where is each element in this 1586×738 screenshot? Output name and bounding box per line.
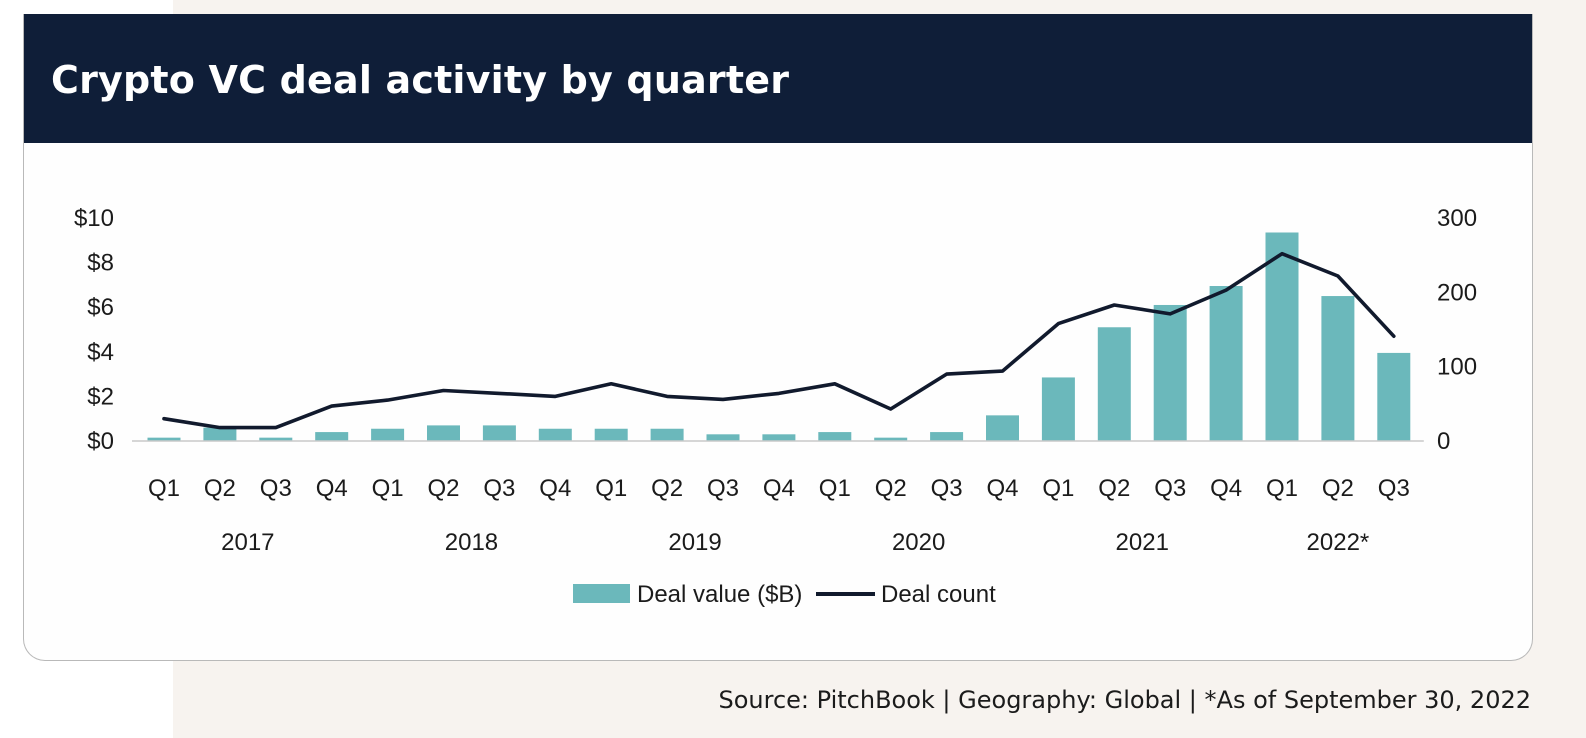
x-tick-label: Q1: [148, 475, 180, 502]
y-right-tick-label: 200: [1437, 279, 1477, 306]
source-note: Source: PitchBook | Geography: Global | …: [718, 686, 1532, 714]
bar-deal-value: [650, 428, 684, 441]
x-tick-label: Q2: [1322, 475, 1354, 502]
x-tick-label: Q2: [1098, 475, 1130, 502]
x-tick-label: Q3: [483, 475, 515, 502]
x-year-label: 2020: [892, 529, 945, 556]
y-left-tick-label: $8: [87, 250, 114, 277]
chart-card: Crypto VC deal activity by quarter $0 $2 $…: [23, 14, 1533, 661]
x-tick-label: Q1: [1042, 475, 1074, 502]
y-right-tick-label: 300: [1437, 205, 1477, 232]
bar-deal-value: [986, 415, 1019, 441]
x-tick-label: Q2: [427, 475, 459, 502]
chart-title: Crypto VC deal activity by quarter: [51, 58, 790, 102]
x-year-label: 2021: [1116, 529, 1169, 556]
bar-deal-value: [1209, 286, 1243, 441]
x-tick-label: Q3: [260, 475, 292, 502]
bar-deal-value: [930, 432, 964, 441]
bar-deal-value: [1041, 377, 1075, 441]
bar-deal-value: [1321, 296, 1355, 441]
bar-deal-value: [1377, 352, 1411, 441]
legend-label-deal-value: Deal value ($B): [637, 581, 802, 608]
x-tick-label: Q4: [539, 475, 571, 502]
x-tick-label: Q2: [875, 475, 907, 502]
bar-deal-value: [482, 425, 516, 441]
x-tick-label: Q2: [651, 475, 683, 502]
x-tick-label: Q1: [1266, 475, 1298, 502]
y-left-tick-label: $0: [87, 428, 114, 455]
bar-deal-value: [818, 432, 852, 441]
x-tick-label: Q1: [372, 475, 404, 502]
x-tick-label: Q2: [204, 475, 236, 502]
y-left-tick-label: $10: [74, 205, 114, 232]
x-tick-label: Q3: [1378, 475, 1410, 502]
x-tick-label: Q4: [316, 475, 348, 502]
x-year-label: 2022*: [1307, 529, 1370, 556]
bar-deal-value: [538, 428, 572, 441]
line-deal-count: [162, 251, 1396, 430]
x-tick-label: Q3: [707, 475, 739, 502]
bar-deal-value: [147, 437, 181, 441]
bar-deal-value: [371, 428, 405, 441]
x-year-label: 2019: [668, 529, 721, 556]
bar-deal-value: [762, 434, 796, 441]
bar-deal-value: [874, 437, 908, 441]
bar-deal-value: [203, 427, 237, 441]
bar-deal-value: [1097, 327, 1131, 441]
x-year-label: 2018: [445, 529, 498, 556]
y-right-tick-label: 100: [1437, 354, 1477, 381]
y-left-tick-label: $2: [87, 383, 114, 410]
x-tick-label: Q4: [1210, 475, 1242, 502]
x-tick-label: Q4: [763, 475, 795, 502]
legend-label-deal-count: Deal count: [881, 581, 996, 608]
bar-deal-value: [706, 434, 740, 441]
bar-deal-value: [594, 428, 628, 441]
x-tick-label: Q1: [595, 475, 627, 502]
bar-deal-value: [1265, 232, 1299, 441]
bar-deal-value: [259, 437, 293, 441]
chart-area: $0 $2 $4 $6 $8 $10 0 100 200 300 Q1 Q2 Q3 Q4 Q1 Q2 Q3 Q4 Q…: [74, 205, 1477, 608]
x-tick-label: Q3: [931, 475, 963, 502]
x-tick-label: Q4: [986, 475, 1018, 502]
x-tick-label: Q3: [1154, 475, 1186, 502]
x-year-label: 2017: [221, 529, 274, 556]
bar-deal-value: [315, 432, 349, 441]
y-left-tick-label: $6: [87, 294, 114, 321]
bar-deal-value: [427, 425, 460, 441]
chart-header: Crypto VC deal activity by quarter: [24, 14, 1532, 143]
y-left-tick-label: $4: [87, 339, 114, 366]
y-right-tick-label: 0: [1437, 428, 1450, 455]
x-tick-label: Q1: [819, 475, 851, 502]
bar-deal-value: [1153, 304, 1187, 441]
legend-swatch-deal-value: [573, 584, 630, 603]
